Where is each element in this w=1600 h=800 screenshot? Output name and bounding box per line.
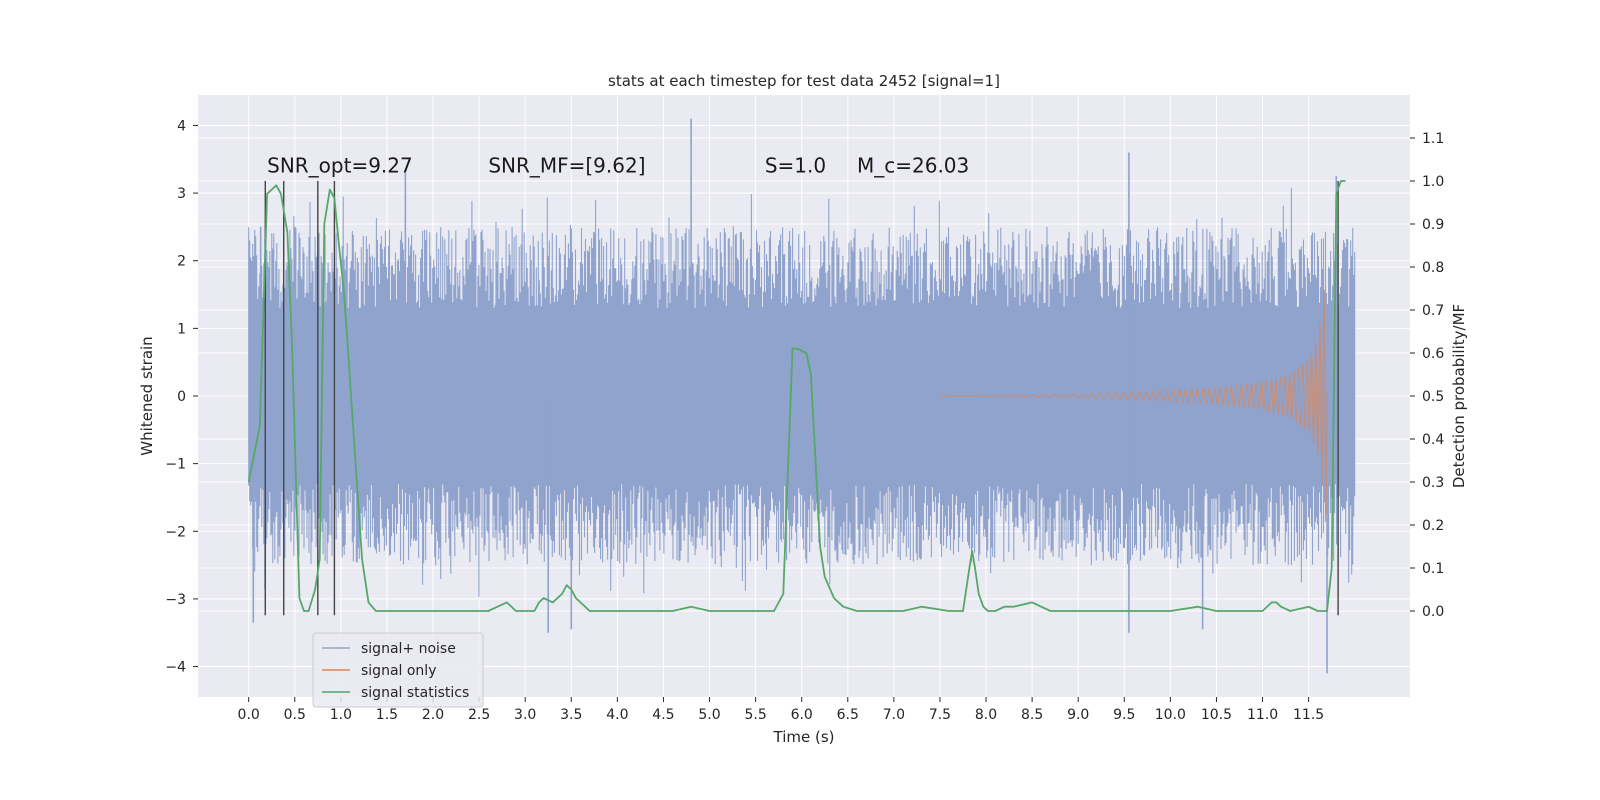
x-tick-label: 0.0 bbox=[238, 707, 260, 723]
y2-tick-label: 0.1 bbox=[1422, 561, 1444, 577]
y-tick-label: 4 bbox=[177, 118, 186, 134]
y2-tick-label: 1.1 bbox=[1422, 131, 1444, 147]
y2-tick-label: 0.6 bbox=[1422, 346, 1444, 362]
x-tick-label: 3.5 bbox=[560, 707, 582, 723]
x-tick-label: 10.5 bbox=[1201, 707, 1232, 723]
y-tick-label: −3 bbox=[165, 592, 186, 608]
y-tick-label: 1 bbox=[177, 321, 186, 337]
y-tick-label: 3 bbox=[177, 186, 186, 202]
legend-label-signal-plus-noise: signal+ noise bbox=[361, 641, 456, 657]
x-tick-label: 2.0 bbox=[422, 707, 444, 723]
x-tick-label: 11.0 bbox=[1247, 707, 1278, 723]
x-tick-label: 1.0 bbox=[330, 707, 352, 723]
chart-title: stats at each timestep for test data 245… bbox=[608, 72, 1000, 90]
x-tick-label: 2.5 bbox=[468, 707, 490, 723]
y-tick-label: −4 bbox=[165, 660, 186, 676]
x-tick-label: 0.5 bbox=[284, 707, 306, 723]
y-axis-label: Whitened strain bbox=[138, 336, 156, 455]
x-tick-label: 9.0 bbox=[1067, 707, 1089, 723]
x-tick-label: 7.5 bbox=[929, 707, 951, 723]
x-tick-label: 9.5 bbox=[1113, 707, 1135, 723]
x-tick-label: 4.5 bbox=[652, 707, 674, 723]
x-tick-label: 10.0 bbox=[1155, 707, 1186, 723]
x-tick-label: 11.5 bbox=[1293, 707, 1324, 723]
y-tick-label: 0 bbox=[177, 389, 186, 405]
x-tick-label: 6.0 bbox=[791, 707, 813, 723]
x-tick-label: 5.5 bbox=[744, 707, 766, 723]
y2-tick-label: 0.0 bbox=[1422, 604, 1444, 620]
y2-tick-label: 0.7 bbox=[1422, 303, 1444, 319]
y-tick-label: −1 bbox=[165, 457, 186, 473]
x-tick-label: 8.0 bbox=[975, 707, 997, 723]
y-tick-label: −2 bbox=[165, 524, 186, 540]
annotation-mc: M_c=26.03 bbox=[857, 153, 969, 177]
annotation-snr-opt: SNR_opt=9.27 bbox=[267, 153, 413, 177]
axis-ticks: 0.0 0.5 1.0 1.5 2.0 2.5 3.0 3.5 4.0 4.5 5.0 5.5 6.0 6… bbox=[165, 118, 1444, 723]
chirp-trace bbox=[939, 288, 1328, 515]
y2-tick-label: 0.9 bbox=[1422, 217, 1444, 233]
y2-tick-label: 1.0 bbox=[1422, 174, 1444, 190]
x-tick-label: 8.5 bbox=[1021, 707, 1043, 723]
x-tick-label: 7.0 bbox=[883, 707, 905, 723]
statistics-line bbox=[247, 180, 1346, 612]
annotation-s: S=1.0 bbox=[765, 153, 826, 177]
x-tick-label: 5.0 bbox=[698, 707, 720, 723]
x-tick-label: 3.0 bbox=[514, 707, 536, 723]
legend-box bbox=[312, 632, 484, 708]
legend-label-signal-statistics: signal statistics bbox=[361, 685, 469, 701]
y2-tick-label: 0.5 bbox=[1422, 389, 1444, 405]
x-tick-label: 4.0 bbox=[606, 707, 628, 723]
legend: signal+ noise signal only signal statist… bbox=[312, 632, 484, 708]
x-tick-label: 1.5 bbox=[376, 707, 398, 723]
series-signal-plus-noise bbox=[248, 118, 1356, 674]
y2-tick-label: 0.8 bbox=[1422, 260, 1444, 276]
y2-tick-label: 0.4 bbox=[1422, 432, 1444, 448]
annotation-snr-mf: SNR_MF=[9.62] bbox=[488, 153, 645, 177]
noise-trace bbox=[248, 188, 1356, 597]
y-tick-label: 2 bbox=[177, 254, 186, 270]
y2-tick-label: 0.3 bbox=[1422, 475, 1444, 491]
x-axis-label: Time (s) bbox=[773, 728, 835, 746]
y2-axis-label: Detection probability/MF bbox=[1450, 304, 1468, 488]
vertical-markers bbox=[264, 181, 1339, 616]
legend-label-signal-only: signal only bbox=[361, 663, 436, 679]
series-signal-only bbox=[939, 288, 1328, 515]
y2-tick-label: 0.2 bbox=[1422, 518, 1444, 534]
x-tick-label: 6.5 bbox=[837, 707, 859, 723]
series-signal-statistics bbox=[247, 180, 1346, 612]
